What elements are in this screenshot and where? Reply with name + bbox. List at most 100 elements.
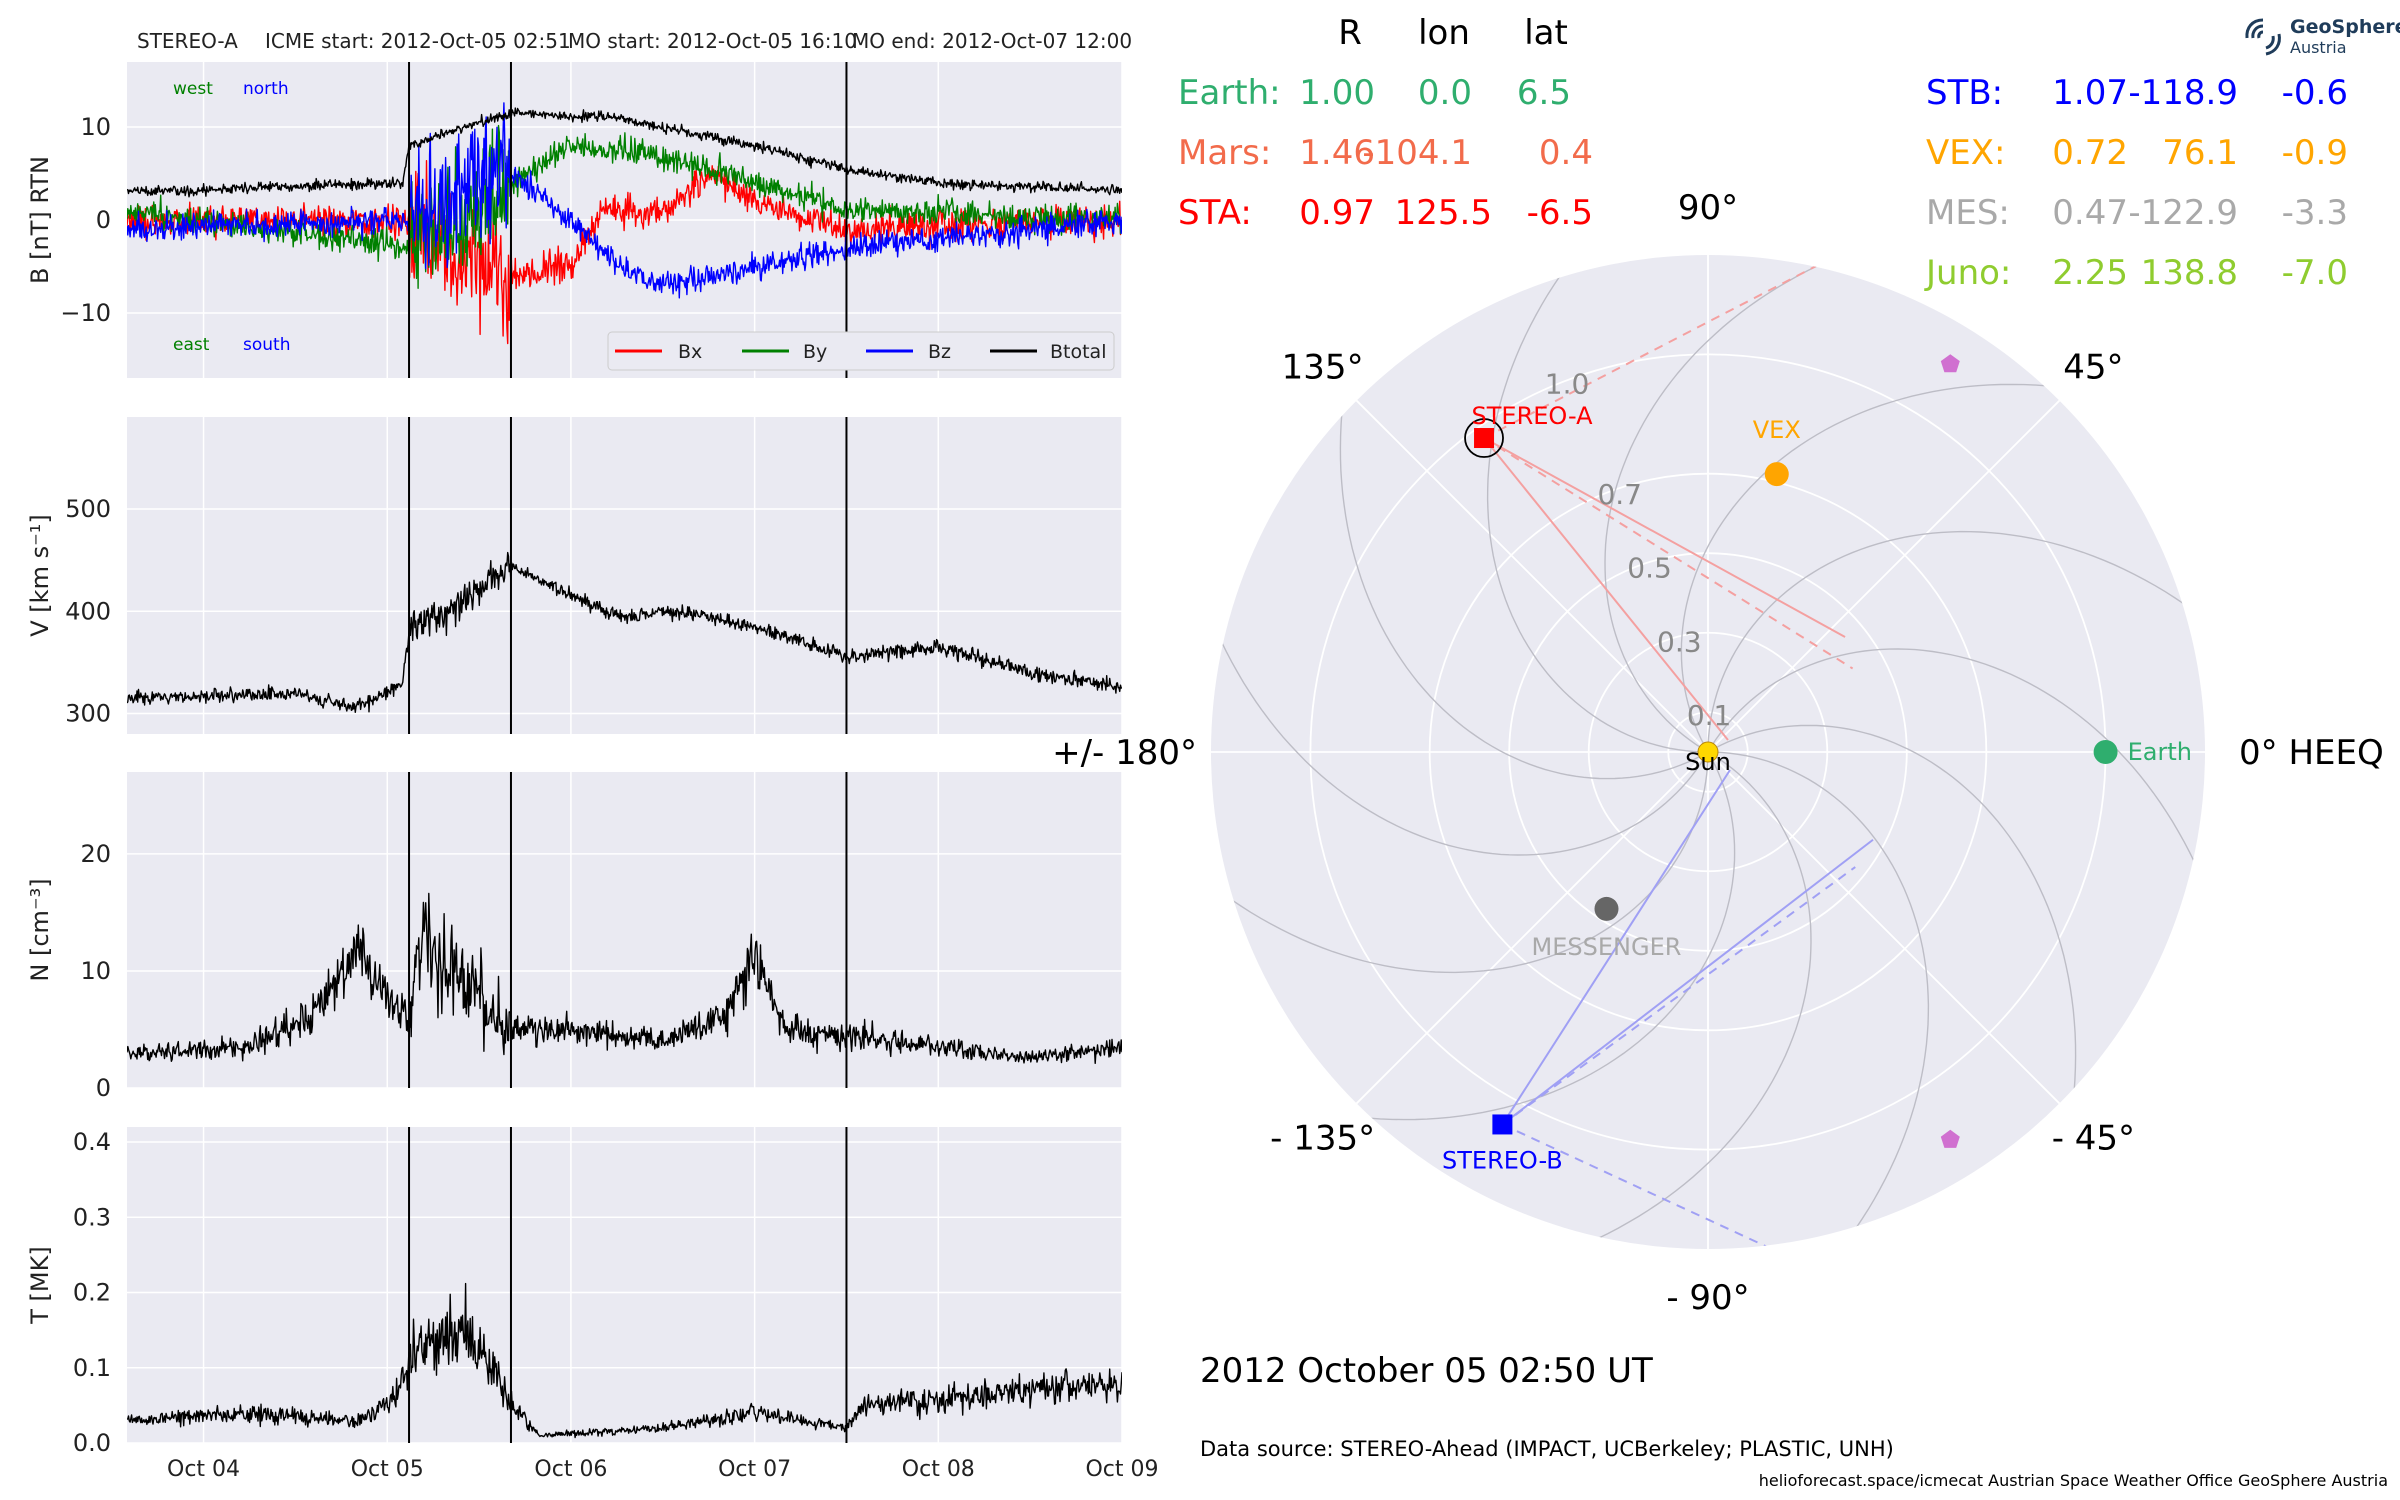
table-row-sta: STA: 0.97 125.5 -6.5 xyxy=(1178,193,1593,233)
field-of-view-lines xyxy=(1483,255,1874,1249)
object-label: STEREO-A xyxy=(1472,402,1594,430)
stb-fov-line xyxy=(1501,866,1856,1126)
legend-btotal: Btotal xyxy=(1050,341,1106,363)
marker xyxy=(1940,354,1960,373)
annot-south: south xyxy=(243,335,290,355)
y-axis-label: V [km s⁻¹] xyxy=(26,514,54,636)
stb-sun-line xyxy=(1501,769,1731,1125)
table-row-earth: Earth: 1.00 0.0 6.5 xyxy=(1178,73,1571,113)
row-lon: -104.1 xyxy=(1362,133,1472,173)
logo-name: GeoSphere xyxy=(2290,16,2400,38)
x-tick-label: Oct 05 xyxy=(351,1457,424,1482)
y-tick-label: 0 xyxy=(96,1074,111,1102)
row-lat: 6.5 xyxy=(1517,73,1571,113)
object-sun: Sun xyxy=(1685,741,1731,776)
y-tick-label: 0.3 xyxy=(73,1203,111,1231)
geosphere-swirl-icon xyxy=(2245,18,2281,56)
marker xyxy=(1940,1129,1960,1148)
row-lon: -122.9 xyxy=(2128,193,2238,233)
series-v xyxy=(127,551,1122,713)
row-r: 1.07 xyxy=(2052,73,2128,113)
panel-n: 20 10 0 N [cm⁻³] xyxy=(26,772,1123,1102)
radial-tick-label: 0.3 xyxy=(1657,625,1702,658)
figure-header: STEREO-A ICME start: 2012-Oct-05 02:51 M… xyxy=(137,29,1132,53)
object-earth: Earth xyxy=(2093,738,2192,766)
table-header-lon: lon xyxy=(1418,13,1470,53)
parker-spiral xyxy=(1339,255,1709,780)
series-btotal xyxy=(127,107,1122,198)
angular-gridline xyxy=(1707,751,2061,1105)
angle-tick-label: 45° xyxy=(2063,348,2123,388)
header-mo-start: MO start: 2012-Oct-05 16:10 xyxy=(568,29,857,53)
angular-gridline xyxy=(1707,399,2061,753)
row-r: 0.72 xyxy=(2052,133,2128,173)
b-legend: Bx By Bz Btotal xyxy=(607,331,1115,371)
radial-tick-label: 0.7 xyxy=(1597,478,1642,511)
row-lat: -0.6 xyxy=(2282,73,2348,113)
x-tick-label: Oct 06 xyxy=(534,1457,607,1482)
panel-background xyxy=(127,417,1122,734)
panel-background xyxy=(127,1127,1122,1443)
radial-tick-label: 0.5 xyxy=(1627,552,1672,585)
datetime-label: 2012 October 05 02:50 UT xyxy=(1200,1351,1653,1391)
stb-fov-line xyxy=(1501,838,1874,1126)
row-lon: 138.8 xyxy=(2141,253,2238,293)
parker-spiral xyxy=(1486,255,1709,753)
marker xyxy=(1594,896,1619,921)
row-r: 0.97 xyxy=(1299,193,1375,233)
x-tick-label: Oct 04 xyxy=(167,1457,240,1482)
sta-fov-line xyxy=(1483,437,1846,638)
angle-tick-label: - 135° xyxy=(1270,1118,1375,1158)
row-name: Juno: xyxy=(1924,253,2011,293)
timeseries-panels: 10 0 −10B [nT] RTN 500 400 300 V [km s⁻¹] 20 10 0… xyxy=(26,62,1159,1482)
marker xyxy=(1474,428,1495,449)
object-label: STEREO-B xyxy=(1442,1146,1563,1174)
polar-position-plot: 0.1 0.3 0.5 0.7 1.0 90° 45° 0° HEEQ - 45° - 90° - … xyxy=(1052,188,2384,1318)
y-tick-label: 300 xyxy=(65,700,111,728)
parker-spiral xyxy=(1707,530,2205,753)
legend-by: By xyxy=(803,341,827,363)
panel-b: 10 0 −10B [nT] RTN xyxy=(26,62,1123,378)
data-source-label: Data source: STEREO-Ahead (IMPACT, UCBer… xyxy=(1200,1437,1894,1461)
series-by xyxy=(127,124,1122,289)
parker-spiral xyxy=(1707,751,1930,1249)
parker-spiral xyxy=(1680,383,2205,753)
angle-tick-label: - 90° xyxy=(1666,1278,1749,1318)
object-marker-6 xyxy=(1940,354,1960,373)
row-r: 1.46 xyxy=(1299,133,1375,173)
object-messenger: MESSENGER xyxy=(1532,896,1681,961)
angular-gridline xyxy=(1355,751,1709,1105)
marker xyxy=(2093,740,2118,764)
angle-tick-label: 0° HEEQ xyxy=(2239,733,2384,773)
row-name: STA: xyxy=(1178,193,1252,233)
table-header-r: R xyxy=(1338,13,1362,53)
x-tick-label: Oct 08 xyxy=(902,1457,975,1482)
table-row-stb: STB: 1.07 -118.9 -0.6 xyxy=(1926,73,2348,113)
annot-north: north xyxy=(243,79,289,99)
geosphere-logo: GeoSphere Austria xyxy=(2240,12,2400,62)
angle-tick-label: +/- 180° xyxy=(1052,733,1197,773)
angle-tick-label: - 45° xyxy=(2052,1118,2135,1158)
data-layer xyxy=(127,892,1122,1064)
y-tick-label: 0 xyxy=(96,206,111,234)
angle-tick-label: 90° xyxy=(1678,188,1738,228)
legend-box xyxy=(607,331,1115,371)
footer-label: helioforecast.space/icmecat Austrian Spa… xyxy=(1759,1471,2388,1490)
stb-dashed-line xyxy=(1501,1123,1799,1249)
y-axis-label: T [MK] xyxy=(26,1246,54,1324)
y-tick-label: 0.1 xyxy=(73,1354,111,1382)
y-axis-label: B [nT] RTN xyxy=(26,156,54,284)
table-row-mes: MES: 0.47 -122.9 -3.3 xyxy=(1926,193,2348,233)
object-stereo-b: STEREO-B xyxy=(1442,1114,1563,1174)
row-r: 1.00 xyxy=(1299,73,1375,113)
annot-west: west xyxy=(173,79,213,99)
panel-t: 0.4 0.3 0.2 0.1 0.0 T [MK] xyxy=(26,1127,1123,1457)
data-layer xyxy=(127,102,1122,345)
sta-fov-line xyxy=(1483,437,1854,670)
object-stereo-a: STEREO-A xyxy=(1464,402,1594,458)
y-tick-label: 20 xyxy=(80,840,111,868)
marker xyxy=(1697,741,1719,763)
sta-sun-line xyxy=(1483,437,1729,741)
parker-spiral xyxy=(1211,751,1736,1121)
